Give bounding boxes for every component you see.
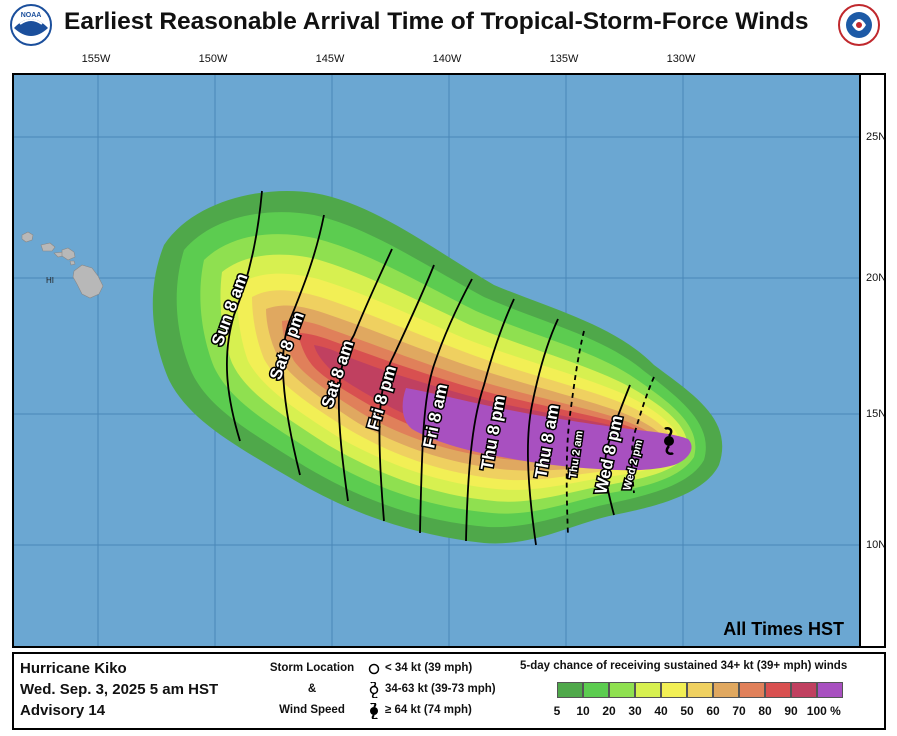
open-circle-icon bbox=[368, 663, 380, 674]
prob-swatch-0 bbox=[557, 682, 583, 698]
contour-thu-8pm bbox=[465, 298, 515, 542]
label-wed-2pm: Wed 2 pm bbox=[621, 438, 645, 491]
map[interactable]: HI bbox=[12, 73, 886, 648]
storm-date: Wed. Sep. 3, 2025 5 am HST bbox=[20, 681, 219, 698]
prob-tick-8: 80 bbox=[758, 704, 772, 718]
prob-swatch-10 bbox=[817, 682, 843, 698]
legend-panel: Hurricane Kiko Wed. Sep. 3, 2025 5 am HS… bbox=[12, 652, 886, 730]
storm-advisory: Advisory 14 bbox=[20, 702, 106, 719]
prob-tick-9: 90 bbox=[784, 704, 798, 718]
prob-swatch-2 bbox=[609, 682, 635, 698]
label-thu-2am: Thu 2 am bbox=[567, 430, 586, 480]
label-thu-8am: Thu 8 am bbox=[531, 403, 563, 480]
contour-fri-8am bbox=[419, 278, 473, 534]
lat-label-20n: 20N bbox=[866, 272, 886, 284]
lon-label-155w: 155W bbox=[81, 53, 111, 65]
probability-swatches bbox=[557, 682, 843, 698]
contour-wed-8pm bbox=[604, 384, 631, 516]
tropical-storm-icon bbox=[369, 681, 379, 698]
hawaii-islands bbox=[21, 231, 104, 299]
lon-label-140w: 140W bbox=[432, 53, 462, 65]
prob-tick-4: 40 bbox=[654, 704, 668, 718]
contour-thu-2am bbox=[565, 330, 585, 536]
prob-swatch-5 bbox=[687, 682, 713, 698]
prob-tick-3: 30 bbox=[628, 704, 642, 718]
prob-swatch-6 bbox=[713, 682, 739, 698]
prob-tick-0: 5 bbox=[553, 704, 561, 718]
probability-ticks: 5 10 20 30 40 50 60 70 80 90 100 % bbox=[544, 704, 884, 722]
time-labels: Sun 8 am Sat 8 pm Sat 8 am Fri 8 pm Fri … bbox=[206, 269, 647, 497]
time-contours-dashed bbox=[565, 330, 655, 536]
hurricane-icon bbox=[664, 427, 674, 455]
swath-100 bbox=[402, 388, 692, 471]
contour-thu-8am bbox=[527, 318, 559, 546]
lon-label-130w: 130W bbox=[666, 53, 696, 65]
prob-tick-5: 50 bbox=[680, 704, 694, 718]
prob-swatch-3 bbox=[635, 682, 661, 698]
prob-swatch-7 bbox=[739, 682, 765, 698]
title-bar: NOAA Earliest Reasonable Arrival Time of… bbox=[0, 0, 897, 48]
wind-row-hurricane: ≥ 64 kt (74 mph) bbox=[366, 700, 496, 721]
storm-name: Hurricane Kiko bbox=[20, 660, 127, 677]
prob-tick-6: 60 bbox=[706, 704, 720, 718]
map-canvas: HI bbox=[14, 75, 884, 646]
prob-tick-7: 70 bbox=[732, 704, 746, 718]
lat-label-10n: 10N bbox=[866, 539, 886, 551]
prob-swatch-1 bbox=[583, 682, 609, 698]
svg-text:NOAA: NOAA bbox=[21, 12, 42, 19]
wind-row-ts: 34-63 kt (39-73 mph) bbox=[366, 679, 496, 700]
lon-label-145w: 145W bbox=[315, 53, 345, 65]
lon-label-135w: 135W bbox=[549, 53, 579, 65]
prob-swatch-9 bbox=[791, 682, 817, 698]
storm-location-heading: Storm Location & Wind Speed bbox=[269, 662, 355, 716]
hurricane-legend-icon bbox=[370, 702, 378, 719]
contour-sat-8pm bbox=[282, 214, 325, 476]
contour-fri-8pm bbox=[378, 264, 435, 522]
probability-legend-title: 5-day chance of receiving sustained 34+ … bbox=[520, 660, 848, 672]
time-contours bbox=[225, 190, 631, 546]
wind-speed-legend: < 34 kt (39 mph) 34-63 kt (39-73 mph) ≥ … bbox=[366, 658, 496, 721]
wind-row-weak: < 34 kt (39 mph) bbox=[366, 658, 496, 679]
lat-strip bbox=[860, 75, 884, 646]
lat-label-15n: 15N bbox=[866, 408, 886, 420]
storm-info: Hurricane Kiko Wed. Sep. 3, 2025 5 am HS… bbox=[20, 658, 218, 721]
page-title: Earliest Reasonable Arrival Time of Trop… bbox=[64, 8, 809, 35]
prob-swatch-4 bbox=[661, 682, 687, 698]
all-times-label: All Times HST bbox=[723, 619, 844, 639]
prob-tick-1: 10 bbox=[576, 704, 590, 718]
lat-label-25n: 25N bbox=[866, 131, 886, 143]
contour-sat-8am bbox=[337, 248, 393, 502]
prob-swatch-8 bbox=[765, 682, 791, 698]
contour-wed-2pm bbox=[630, 376, 655, 494]
prob-tick-2: 20 bbox=[602, 704, 616, 718]
nws-logo bbox=[838, 4, 880, 46]
prob-tick-10: 100 % bbox=[806, 704, 841, 718]
probability-swaths bbox=[152, 190, 723, 544]
lon-label-150w: 150W bbox=[198, 53, 228, 65]
island-label: HI bbox=[46, 276, 54, 285]
noaa-logo: NOAA bbox=[10, 4, 52, 46]
contour-sun-8am bbox=[225, 190, 263, 442]
